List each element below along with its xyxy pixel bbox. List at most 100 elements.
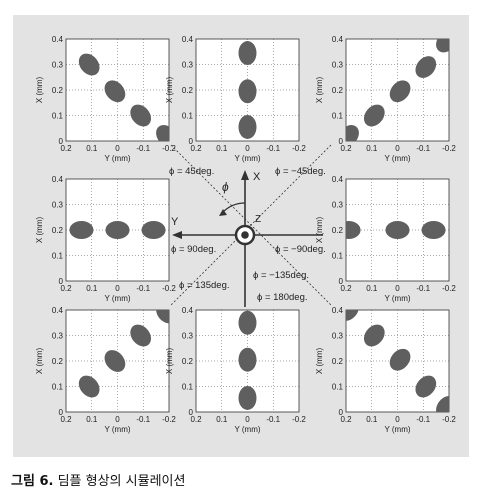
dimple-group bbox=[346, 39, 449, 141]
y-tick-label: 0 bbox=[59, 408, 64, 417]
dimple bbox=[78, 53, 100, 76]
y-tick-label: 0.4 bbox=[182, 35, 194, 44]
dimple-group bbox=[78, 310, 169, 398]
y-tick-label: 0.1 bbox=[332, 112, 344, 121]
y-tick-label: 0.4 bbox=[332, 306, 344, 315]
x-tick-label: 0.2 bbox=[340, 144, 352, 153]
dimple-group bbox=[346, 221, 446, 239]
y-tick-label: 0 bbox=[339, 408, 344, 417]
dimple bbox=[238, 385, 257, 410]
panel-90: 0.2 0.1 0 -0.1 -0.2 0 0.1 0.2 0.3 0.4 Y (mm) X (mm) bbox=[35, 175, 176, 303]
y-tick-label: 0.1 bbox=[332, 383, 344, 392]
dimple bbox=[415, 375, 437, 398]
y-tick-label: 0 bbox=[189, 408, 194, 417]
panel--45: 0.2 0.1 0 -0.1 -0.2 0 0.1 0.2 0.3 0.4 Y (mm) X (mm) bbox=[315, 35, 456, 163]
dimple bbox=[238, 79, 257, 104]
x-tick-label: -0.2 bbox=[162, 415, 176, 424]
panel-0: 0.2 0.1 0 -0.1 -0.2 0 0.1 0.2 0.3 0.4 Y (mm) X (mm) bbox=[165, 35, 306, 163]
x-axis-title: Y (mm) bbox=[384, 294, 410, 303]
y-tick-label: 0.4 bbox=[182, 306, 194, 315]
dimple bbox=[346, 125, 359, 141]
angle-label-180: ϕ = 180deg. bbox=[257, 292, 308, 303]
dimple bbox=[69, 221, 94, 239]
z-axis-dot bbox=[241, 231, 249, 239]
x-axis-title: Y (mm) bbox=[104, 294, 130, 303]
y-axis-title: X (mm) bbox=[315, 77, 324, 104]
dimple bbox=[105, 221, 130, 239]
y-tick-label: 0.2 bbox=[332, 357, 344, 366]
y-tick-label: 0.1 bbox=[52, 112, 64, 121]
dimple bbox=[104, 80, 126, 103]
angle-label-135: ϕ = 135deg. bbox=[179, 280, 230, 291]
y-tick-label: 0.1 bbox=[52, 252, 64, 261]
dimple bbox=[141, 221, 166, 239]
x-tick-label: 0 bbox=[245, 415, 250, 424]
y-tick-label: 0.3 bbox=[332, 332, 344, 341]
x-tick-label: -0.1 bbox=[136, 284, 150, 293]
x-tick-label: 0.1 bbox=[86, 415, 98, 424]
y-tick-label: 0.3 bbox=[52, 201, 64, 210]
x-tick-label: -0.1 bbox=[136, 144, 150, 153]
dimple bbox=[238, 310, 257, 335]
x-tick-label: 0 bbox=[245, 144, 250, 153]
y-tick-label: 0.3 bbox=[332, 61, 344, 70]
x-tick-label: -0.2 bbox=[442, 144, 456, 153]
y-axis-title: X (mm) bbox=[35, 217, 44, 244]
y-tick-label: 0.3 bbox=[182, 61, 194, 70]
dimple bbox=[363, 104, 385, 127]
y-axis-title: X (mm) bbox=[315, 217, 324, 244]
dimple bbox=[436, 396, 449, 412]
x-tick-label: 0.1 bbox=[366, 284, 378, 293]
x-axis-title: Y (mm) bbox=[104, 425, 130, 434]
dimple bbox=[436, 39, 449, 53]
y-tick-label: 0.4 bbox=[52, 306, 64, 315]
dimple bbox=[130, 104, 152, 127]
dimple bbox=[389, 348, 411, 371]
x-tick-label: 0.1 bbox=[216, 144, 228, 153]
x-tick-label: -0.1 bbox=[136, 415, 150, 424]
x-tick-label: 0 bbox=[115, 415, 120, 424]
angle-label-minus90: ϕ = −90deg. bbox=[275, 244, 326, 255]
y-tick-label: 0.2 bbox=[332, 86, 344, 95]
dimple bbox=[389, 80, 411, 103]
y-tick-label: 0.2 bbox=[182, 357, 194, 366]
dimple-group bbox=[238, 310, 257, 410]
x-tick-label: 0.1 bbox=[86, 144, 98, 153]
x-tick-label: 0.1 bbox=[366, 144, 378, 153]
y-tick-label: 0 bbox=[339, 277, 344, 286]
y-tick-label: 0.3 bbox=[182, 332, 194, 341]
x-tick-label: 0.2 bbox=[60, 284, 72, 293]
x-tick-label: -0.1 bbox=[416, 144, 430, 153]
y-tick-label: 0.3 bbox=[52, 332, 64, 341]
x-tick-label: 0.2 bbox=[60, 144, 72, 153]
x-tick-label: -0.2 bbox=[162, 284, 176, 293]
x-tick-label: -0.2 bbox=[442, 284, 456, 293]
y-axis-arrowhead bbox=[172, 231, 182, 239]
y-tick-label: 0.1 bbox=[182, 383, 194, 392]
x-axis-arrowhead bbox=[241, 170, 249, 180]
y-tick-label: 0.4 bbox=[52, 175, 64, 184]
caption-text: 딤플 형상의 시뮬레이션 bbox=[57, 474, 186, 489]
y-tick-label: 0 bbox=[59, 137, 64, 146]
x-axis-title: Y (mm) bbox=[384, 154, 410, 163]
y-axis-title: X (mm) bbox=[165, 348, 174, 375]
dimple bbox=[385, 221, 410, 239]
y-tick-label: 0 bbox=[59, 277, 64, 286]
y-tick-label: 0.4 bbox=[332, 175, 344, 184]
x-axis-label: X bbox=[253, 171, 261, 183]
y-tick-label: 0.2 bbox=[52, 86, 64, 95]
phi-symbol: ϕ bbox=[222, 180, 229, 194]
z-axis-label: Z bbox=[255, 214, 261, 225]
dimple bbox=[363, 324, 385, 347]
y-tick-label: 0.2 bbox=[52, 226, 64, 235]
x-tick-label: -0.2 bbox=[162, 144, 176, 153]
dimple bbox=[156, 125, 169, 141]
dimple bbox=[238, 41, 257, 66]
y-tick-label: 0.1 bbox=[182, 112, 194, 121]
angle-label-minus45: ϕ = −45deg. bbox=[275, 166, 326, 177]
panel-135: 0.2 0.1 0 -0.1 -0.2 0 0.1 0.2 0.3 0.4 Y (mm) X (mm) bbox=[35, 306, 176, 434]
y-axis-title: X (mm) bbox=[315, 348, 324, 375]
x-tick-label: 0.2 bbox=[340, 415, 352, 424]
y-axis-title: X (mm) bbox=[165, 77, 174, 104]
y-tick-label: 0.1 bbox=[52, 383, 64, 392]
